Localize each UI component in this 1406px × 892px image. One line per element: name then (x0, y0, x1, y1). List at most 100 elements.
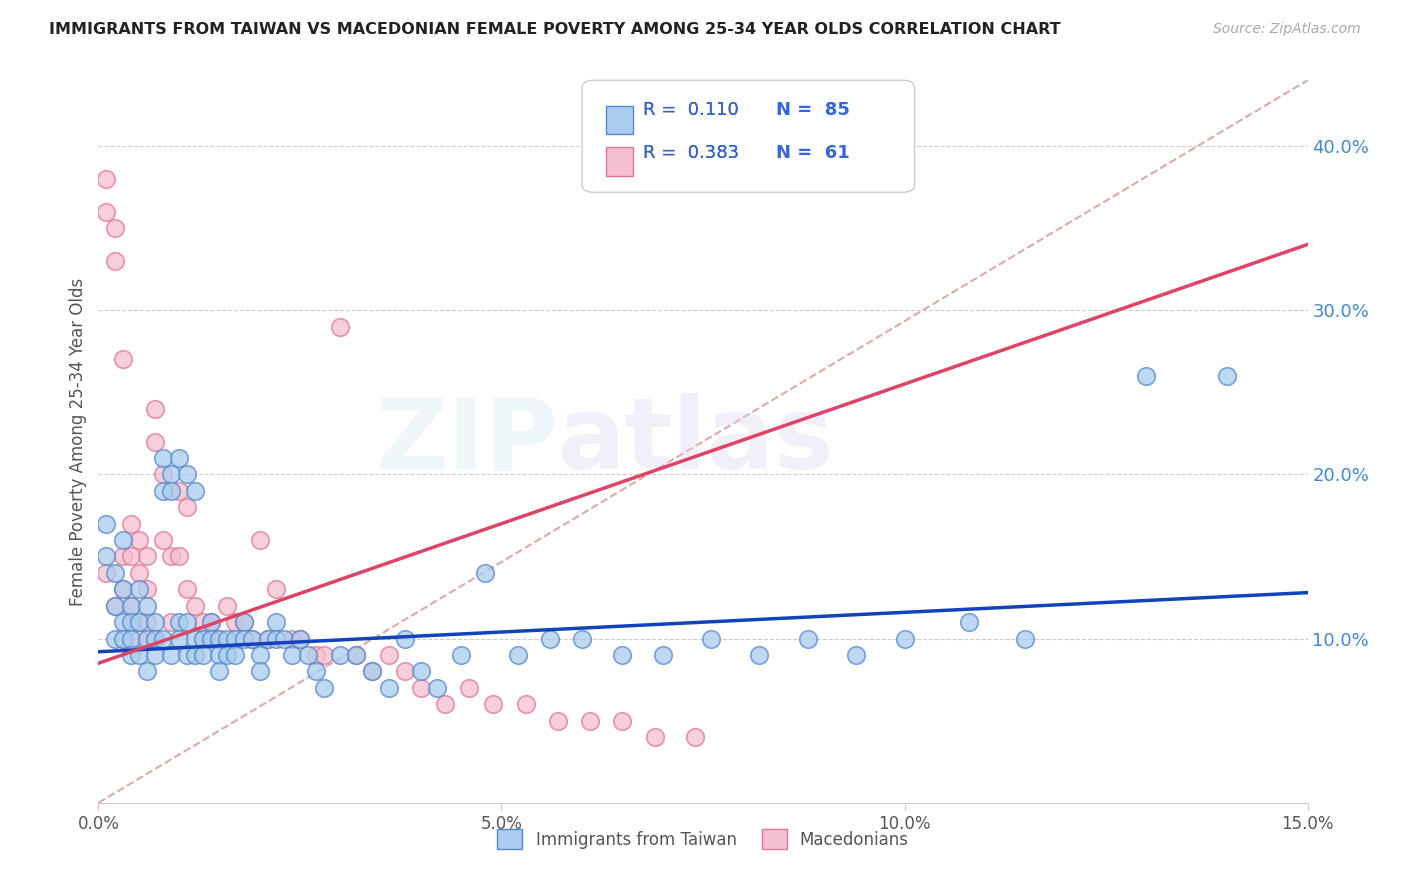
Text: R =  0.383: R = 0.383 (643, 144, 738, 161)
Point (538, 632, 561, 646)
Point (377, 648, 399, 662)
Point (111, 615, 134, 630)
Point (193, 615, 215, 630)
Point (344, 648, 367, 662)
Point (305, 665, 328, 679)
Point (377, 681, 399, 695)
Point (612, 714, 634, 728)
Point (515, 698, 537, 712)
Point (176, 467, 198, 482)
Legend: Immigrants from Taiwan, Macedonians: Immigrants from Taiwan, Macedonians (491, 822, 915, 856)
Point (184, 632, 207, 646)
Point (232, 615, 254, 630)
Point (120, 632, 142, 646)
Point (176, 500, 198, 515)
Point (103, 599, 125, 613)
Point (120, 648, 142, 662)
Point (103, 599, 125, 613)
Point (957, 615, 980, 630)
Text: N =  61: N = 61 (776, 144, 849, 161)
Point (797, 632, 820, 646)
Point (208, 665, 231, 679)
Point (217, 648, 239, 662)
Point (232, 632, 254, 646)
Point (160, 467, 183, 482)
Point (193, 632, 215, 646)
Point (143, 434, 166, 449)
Point (571, 632, 593, 646)
Point (394, 665, 416, 679)
Point (217, 599, 239, 613)
Point (152, 483, 174, 498)
Point (143, 632, 166, 646)
Point (256, 632, 278, 646)
Point (120, 599, 142, 613)
Point (96, 566, 118, 580)
Point (651, 648, 673, 662)
Point (120, 615, 142, 630)
Point (143, 648, 166, 662)
Point (176, 582, 198, 597)
Point (193, 648, 215, 662)
Point (297, 648, 319, 662)
Point (160, 483, 183, 498)
FancyBboxPatch shape (582, 80, 915, 193)
Point (176, 648, 198, 662)
Text: IMMIGRANTS FROM TAIWAN VS MACEDONIAN FEMALE POVERTY AMONG 25-34 YEAR OLDS CORREL: IMMIGRANTS FROM TAIWAN VS MACEDONIAN FEM… (49, 22, 1062, 37)
Point (612, 648, 634, 662)
Point (344, 648, 367, 662)
Text: N =  85: N = 85 (776, 101, 849, 120)
Point (281, 648, 304, 662)
Point (143, 632, 166, 646)
Point (111, 582, 134, 597)
Point (128, 533, 150, 547)
Point (176, 615, 198, 630)
Point (249, 648, 271, 662)
Text: R =  0.110: R = 0.110 (643, 101, 738, 120)
Point (120, 516, 142, 531)
Point (200, 615, 222, 630)
Point (143, 615, 166, 630)
Point (361, 665, 384, 679)
Point (249, 665, 271, 679)
Point (103, 253, 125, 268)
Y-axis label: Female Poverty Among 25-34 Year Olds: Female Poverty Among 25-34 Year Olds (69, 277, 87, 606)
Point (547, 714, 569, 728)
Point (1014, 632, 1036, 646)
Point (458, 681, 481, 695)
Point (160, 615, 183, 630)
Point (700, 632, 723, 646)
Point (288, 632, 311, 646)
Point (111, 549, 134, 564)
Point (111, 632, 134, 646)
Point (103, 566, 125, 580)
Point (264, 582, 287, 597)
Point (135, 632, 157, 646)
Point (409, 665, 432, 679)
Point (160, 549, 183, 564)
Point (200, 632, 222, 646)
Point (111, 582, 134, 597)
Point (167, 615, 190, 630)
Point (167, 483, 190, 498)
Point (200, 615, 222, 630)
Point (394, 632, 416, 646)
Point (128, 632, 150, 646)
Point (103, 221, 125, 235)
Point (329, 319, 352, 334)
Point (288, 632, 311, 646)
Text: ZIP: ZIP (375, 393, 558, 490)
Point (506, 648, 529, 662)
Point (450, 648, 472, 662)
Point (409, 681, 432, 695)
Point (184, 648, 207, 662)
Point (208, 632, 231, 646)
Point (128, 615, 150, 630)
Point (281, 632, 304, 646)
Point (273, 632, 295, 646)
Point (135, 615, 157, 630)
Point (111, 352, 134, 367)
Point (96, 204, 118, 219)
Point (184, 483, 207, 498)
Text: R =  0.383: R = 0.383 (643, 144, 738, 161)
